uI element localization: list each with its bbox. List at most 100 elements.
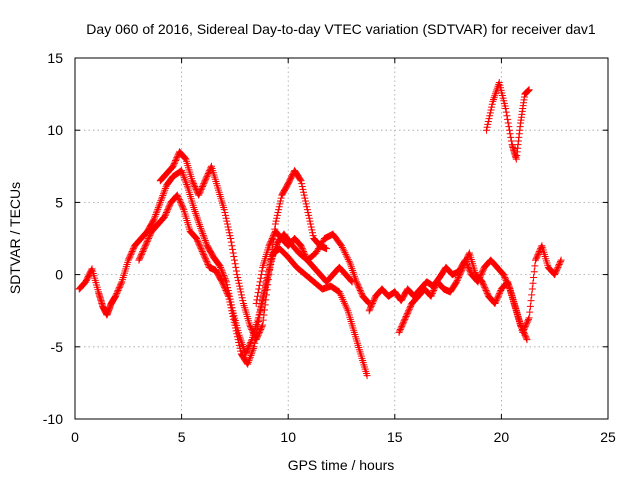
data-point (556, 258, 564, 266)
data-point (457, 268, 465, 276)
data-point (175, 196, 183, 204)
data-point (190, 180, 198, 188)
data-point (159, 190, 167, 198)
data-point (203, 259, 211, 267)
data-point (396, 327, 404, 335)
data-point (462, 256, 470, 264)
data-point (144, 236, 152, 244)
data-point (194, 217, 202, 225)
data-point (396, 325, 404, 333)
data-point (275, 203, 283, 211)
data-point (459, 263, 467, 271)
data-point (251, 336, 259, 344)
data-point (202, 238, 210, 246)
data-point (261, 286, 269, 294)
data-point (224, 223, 232, 231)
data-point (356, 285, 364, 293)
data-point (490, 94, 498, 102)
data-point (200, 252, 208, 260)
data-point (428, 291, 436, 299)
data-point (458, 265, 466, 273)
data-point (249, 346, 257, 354)
data-point (430, 285, 438, 293)
data-point (303, 203, 311, 211)
data-point (255, 285, 263, 293)
data-point (174, 193, 182, 201)
data-point (314, 246, 322, 254)
data-point (160, 188, 168, 196)
data-point (398, 323, 406, 331)
data-point (533, 253, 541, 261)
data-point (197, 187, 205, 195)
data-point (139, 246, 147, 254)
data-point (556, 259, 564, 267)
data-point (266, 239, 274, 247)
data-point (370, 295, 378, 303)
data-point (232, 327, 240, 335)
data-point (553, 266, 561, 274)
data-point (219, 281, 227, 289)
data-point (198, 183, 206, 191)
data-point (495, 289, 503, 297)
data-point (195, 219, 203, 227)
data-point (223, 288, 231, 296)
data-point (259, 295, 267, 303)
data-point (126, 252, 134, 260)
data-point (218, 267, 226, 275)
data-point (552, 268, 560, 276)
data-point (253, 325, 261, 333)
data-point (143, 239, 151, 247)
data-point (526, 308, 534, 316)
data-point (198, 246, 206, 254)
data-point (267, 260, 275, 268)
data-point (142, 240, 150, 248)
data-point (529, 279, 537, 287)
data-point (158, 193, 166, 201)
data-point (230, 318, 238, 326)
data-point (194, 239, 202, 247)
data-point (245, 341, 253, 349)
data-point (300, 247, 308, 255)
data-point (504, 119, 512, 127)
data-point (246, 340, 254, 348)
data-point (252, 299, 260, 307)
data-point (236, 344, 244, 352)
data-point (203, 258, 211, 266)
data-point (431, 284, 439, 292)
data-point (181, 154, 189, 162)
data-point (526, 302, 534, 310)
x-axis-label: GPS time / hours (288, 457, 395, 473)
data-point (557, 256, 565, 264)
data-point (202, 174, 210, 182)
data-point (191, 183, 199, 191)
data-point (227, 304, 235, 312)
data-point (428, 289, 436, 297)
data-point (429, 288, 437, 296)
data-point (179, 204, 187, 212)
data-point (247, 338, 255, 346)
data-point (256, 307, 264, 315)
data-point (141, 242, 149, 250)
data-point (198, 247, 206, 255)
data-point (164, 206, 172, 214)
data-point (197, 224, 205, 232)
data-point (345, 257, 353, 265)
data-point (349, 267, 357, 275)
data-point (344, 256, 352, 264)
data-point (158, 195, 166, 203)
data-point (267, 258, 275, 266)
data-point (264, 275, 272, 283)
y-axis-label: SDTVAR / TECUs (7, 182, 23, 294)
data-point (495, 291, 503, 299)
data-point (305, 211, 313, 219)
data-point (255, 281, 263, 289)
data-point (173, 154, 181, 162)
data-point (340, 247, 348, 255)
data-point (520, 328, 528, 336)
data-point (244, 360, 252, 368)
data-point (127, 249, 135, 257)
data-point (275, 206, 283, 214)
data-point (225, 229, 233, 237)
data-point (405, 305, 413, 313)
data-point (504, 115, 512, 123)
